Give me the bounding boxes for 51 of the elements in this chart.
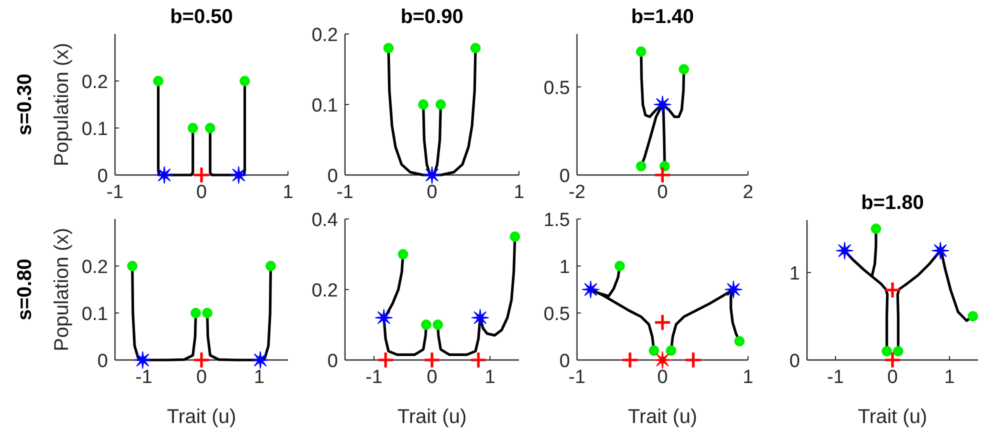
x-tick-label: -1 — [336, 182, 354, 203]
y-tick-label: 0 — [97, 351, 108, 372]
x-axis-title: Trait (u) — [628, 406, 698, 428]
x-axis-title: Trait (u) — [397, 406, 467, 428]
x-tick-label: 1 — [514, 182, 524, 203]
y-tick-label: 0.5 — [544, 78, 570, 99]
y-tick-label: 0.1 — [82, 304, 108, 325]
x-tick-label: 1 — [742, 367, 754, 388]
x-tick-label: 0 — [657, 182, 668, 203]
y-tick-label: 1.5 — [544, 210, 570, 231]
x-tick-label: 0 — [887, 367, 898, 388]
chart-title: b=1.80 — [861, 192, 924, 214]
y-tick-label: 0.4 — [312, 210, 338, 231]
text: s=0.30 — [14, 74, 36, 136]
y-tick-label: 0.2 — [312, 280, 338, 302]
text: s=0.80 — [14, 258, 36, 320]
chart-title: b=1.40 — [631, 6, 694, 28]
x-tick-label: 1 — [484, 367, 496, 388]
x-tick-label: 0 — [426, 182, 438, 203]
y-tick-label: 0 — [97, 166, 108, 187]
x-tick-label: 2 — [742, 182, 754, 203]
y-axis-title: Population (x) — [51, 42, 73, 166]
x-tick-label: 0 — [426, 367, 438, 388]
x-tick-label: 1 — [282, 182, 294, 203]
x-tick-label: 1 — [254, 367, 264, 388]
y-tick-label: 0 — [559, 166, 570, 187]
y-tick-label: 0 — [327, 166, 338, 187]
y-tick-label: 0.1 — [312, 96, 338, 116]
x-tick-label: -1 — [106, 182, 124, 203]
chart-title: b=0.90 — [400, 6, 464, 28]
y-tick-label: 0 — [559, 351, 570, 372]
y-tick-label: 0 — [327, 351, 338, 372]
y-tick-label: 0.2 — [82, 72, 108, 93]
x-tick-label: 0 — [196, 367, 207, 388]
y-tick-label: 0.2 — [312, 25, 338, 46]
x-tick-label: 0 — [196, 182, 207, 203]
y-axis-title: Population (x) — [51, 228, 73, 352]
y-tick-label: 0.5 — [544, 304, 570, 325]
x-tick-label: 0 — [657, 367, 668, 388]
y-tick-label: 0.2 — [82, 257, 108, 278]
x-tick-label: -1 — [135, 367, 152, 388]
x-tick-label: -1 — [827, 367, 844, 388]
x-axis-title: Trait (u) — [858, 406, 928, 428]
x-axis-title: Trait (u) — [166, 406, 236, 428]
chart-title: b=0.50 — [170, 6, 233, 28]
y-tick-label: 0.1 — [82, 119, 108, 140]
x-tick-label: -1 — [568, 367, 586, 388]
y-tick-label: 1 — [559, 257, 570, 278]
x-tick-label: -2 — [568, 182, 586, 203]
x-tick-label: -1 — [366, 367, 382, 388]
x-tick-label: 1 — [944, 367, 955, 388]
